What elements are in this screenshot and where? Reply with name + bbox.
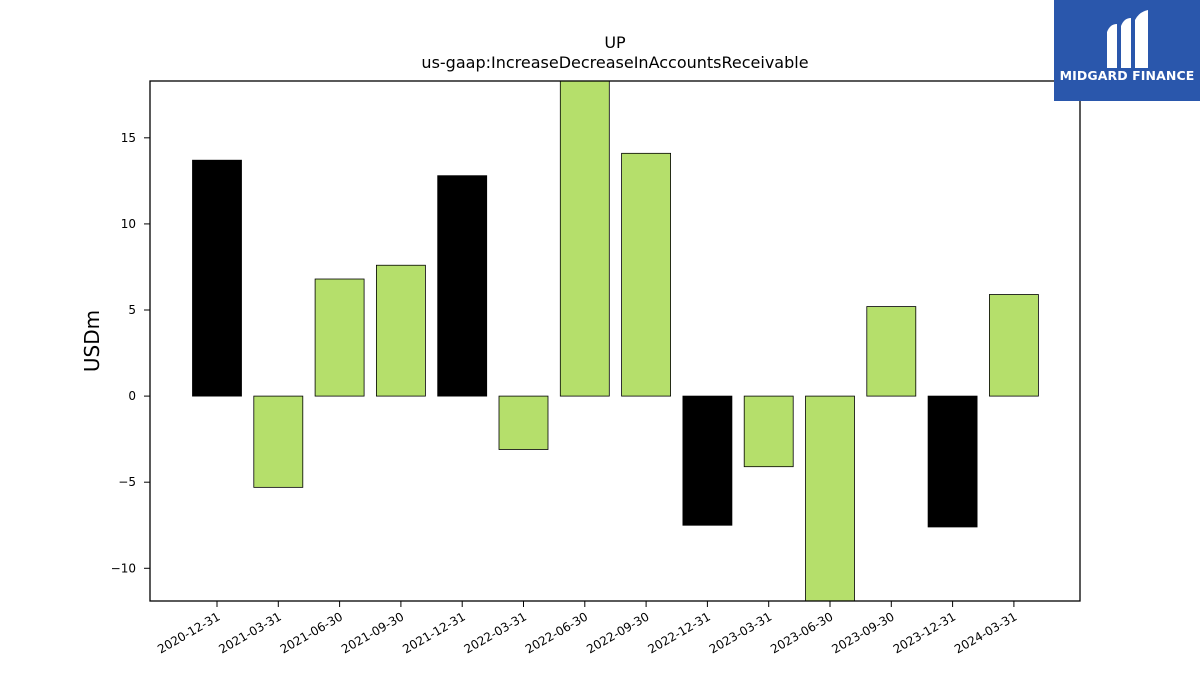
midgard-finance-logo: MIDGARD FINANCE	[1054, 0, 1200, 101]
y-tick-label: 15	[121, 131, 136, 145]
x-tick-label: 2023-12-31	[891, 609, 958, 656]
bar-2022-09-30	[621, 152, 671, 397]
bar-2023-03-31	[743, 395, 794, 468]
bar-2021-09-30	[375, 264, 426, 397]
bar-2021-12-31	[437, 175, 488, 397]
x-tick-label: 2021-12-31	[400, 609, 467, 656]
x-tick-label: 2020-12-31	[155, 609, 222, 656]
x-tick-label: 2022-03-31	[462, 609, 529, 656]
x-tick-label: 2022-12-31	[645, 609, 712, 656]
bar-group	[192, 81, 1039, 601]
x-tick-label: 2021-03-31	[216, 609, 283, 656]
logo-text: MIDGARD FINANCE	[1059, 68, 1195, 83]
y-tick-label: −10	[111, 561, 136, 575]
x-tick-label: 2022-06-30	[523, 609, 590, 656]
midgard-m-logo-icon	[1107, 10, 1148, 68]
chart-subtitle: us-gaap:IncreaseDecreaseInAccountsReceiv…	[421, 53, 808, 72]
bar-2022-12-31	[682, 395, 733, 526]
bar-2024-03-31	[989, 294, 1039, 397]
bar-2023-12-31	[927, 395, 978, 528]
bar-2020-12-31	[192, 159, 242, 397]
x-tick-label: 2023-06-30	[768, 609, 835, 656]
x-tick-label: 2021-09-30	[339, 609, 406, 656]
y-tick-label: 0	[128, 389, 136, 403]
bar-2021-06-30	[314, 278, 365, 397]
x-tick-label: 2023-09-30	[829, 609, 896, 656]
x-tick-label: 2024-03-31	[952, 609, 1019, 656]
y-tick-label: −5	[118, 475, 136, 489]
bar-2022-06-30	[559, 81, 610, 397]
bar-2021-03-31	[253, 395, 304, 488]
bar-2022-03-31	[498, 395, 549, 450]
chart-title: UP	[604, 33, 626, 52]
bar-2023-09-30	[866, 306, 917, 397]
y-axis-label: USDm	[80, 310, 104, 372]
x-tick-label: 2022-09-30	[584, 609, 651, 656]
y-tick-label: 10	[121, 217, 136, 231]
x-tick-label: 2021-06-30	[278, 609, 345, 656]
bar-2023-06-30	[805, 395, 855, 601]
x-tick-label: 2023-03-31	[707, 609, 774, 656]
y-tick-label: 5	[128, 303, 136, 317]
plot-frame	[149, 80, 1081, 602]
